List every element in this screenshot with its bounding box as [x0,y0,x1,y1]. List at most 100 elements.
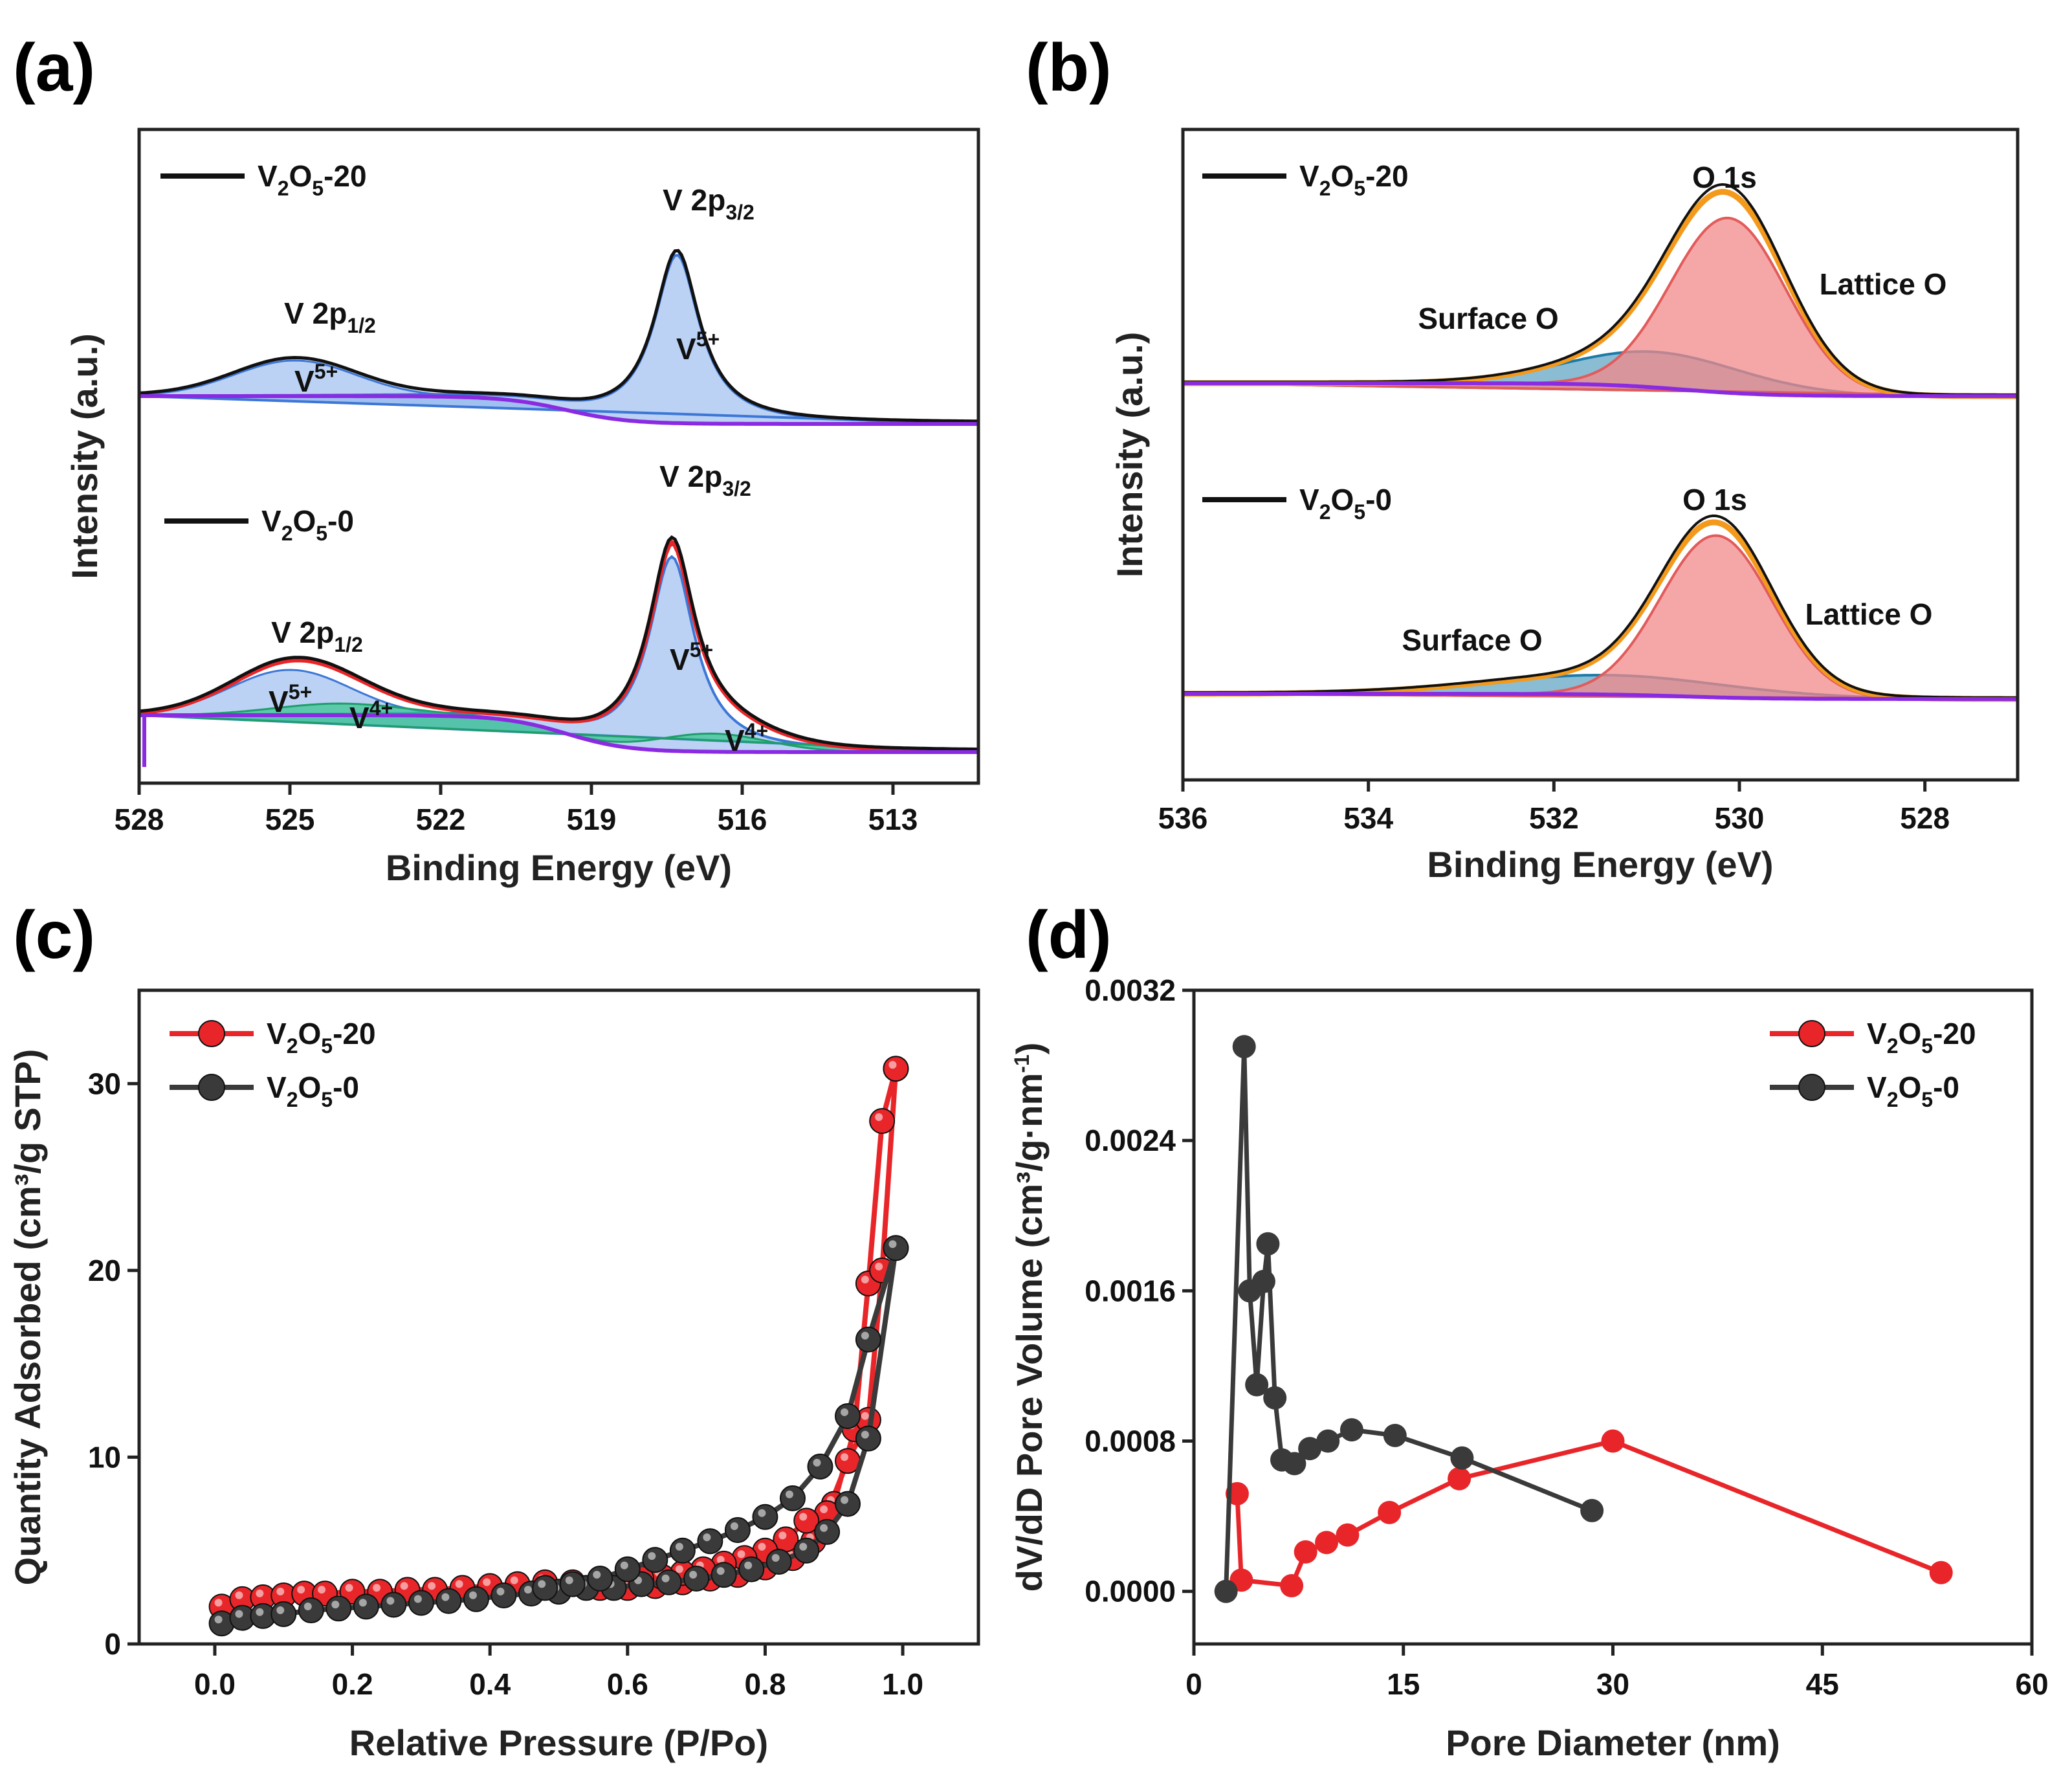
a-state-v4-bottom-left: V4+ [349,696,393,735]
c-v2o5-0-point-highlight [256,1608,264,1616]
c-v2o5-0-point-highlight [758,1509,766,1517]
c-v2o5-0-point-highlight [235,1610,243,1618]
d-v2o5-0-point [1214,1579,1238,1603]
a-label-v2p32-bottom: V 2p3/2 [659,460,751,500]
c-xtick-label: 0.2 [332,1667,373,1701]
c-v2o5-0-point [270,1601,297,1627]
d-v2o5-20-point [1929,1560,1953,1584]
b-xtick-label: 534 [1343,801,1393,835]
d-x-axis-title: Pore Diameter (nm) [1446,1722,1780,1763]
c-v2o5-0-point-highlight [799,1542,808,1551]
c-v2o5-0-point-highlight [524,1586,532,1594]
c-v2o5-0-point-highlight [730,1522,738,1530]
c-v2o5-0-point-highlight [648,1552,656,1560]
c-v2o5-0-point-highlight [813,1458,821,1467]
c-v2o5-0-point-highlight [303,1603,312,1611]
c-v2o5-20-point-highlight [256,1589,264,1597]
c-v2o5-0-point-highlight [661,1574,670,1582]
c-v2o5-0-point [380,1592,407,1618]
a-xtick-label: 513 [868,803,918,836]
c-v2o5-20-point-highlight [455,1580,463,1588]
a-state-v5-top-left: V5+ [294,360,338,398]
a-axes-frame [137,128,980,785]
d-v2o5-0-point [1232,1035,1256,1059]
c-v2o5-0-point [766,1549,792,1575]
a-v2o5-20-background-line [139,394,978,426]
c-legend-v2o5-20-text: V2O5-20 [267,1017,376,1058]
c-v2o5-0-point-highlight [358,1599,367,1607]
d-v2o5-0-point [1339,1418,1363,1442]
b-label-o1s-bottom: O 1s [1682,483,1747,516]
a-legend-v2o5-20-text: V2O5-20 [258,159,367,200]
d-v2o5-20-point [1294,1540,1317,1564]
b-v2o5-20-lattice-fill [1182,216,2019,397]
a-v2o5-0-raw-line [138,535,978,751]
c-v2o5-0-point-highlight [703,1533,711,1542]
d-v2o5-0-point [1251,1269,1275,1293]
c-v2o5-20-point-highlight [483,1578,491,1586]
d-v2o5-0-point [1245,1373,1269,1397]
c-v2o5-0-point-highlight [593,1571,601,1579]
c-v2o5-20-point-highlight [214,1599,223,1607]
c-v2o5-0-point [835,1491,861,1517]
c-v2o5-0-point-highlight [565,1576,573,1584]
c-v2o5-0-point [490,1582,517,1608]
a-state-v5-top-right: V5+ [676,327,720,366]
c-v2o5-20-point-highlight [875,1262,883,1271]
b-xtick-label: 530 [1715,801,1765,835]
c-v2o5-0-point-highlight [820,1524,828,1532]
panel-label-a: (a) [13,30,95,105]
c-v2o5-20-point-highlight [297,1586,305,1594]
a-state-v5-bottom-left: V5+ [269,680,312,718]
c-v2o5-0-point [408,1590,434,1616]
c-v2o5-20-point-highlight [861,1276,869,1284]
c-v2o5-20-point-highlight [861,1412,869,1420]
c-ytick-label: 30 [88,1067,121,1100]
c-v2o5-20-point-highlight [373,1584,381,1592]
c-v2o5-0-point [855,1425,881,1452]
b-v2o5-0-raw-line [1183,514,2018,699]
c-v2o5-0-point-highlight [716,1567,725,1575]
d-ytick-label: 0.0032 [1085,973,1176,1007]
d-v2o5-0-point [1263,1386,1287,1410]
c-v2o5-0-point-highlight [841,1496,849,1504]
c-v2o5-20-point-highlight [888,1061,897,1069]
d-v2o5-20-point [1336,1523,1360,1547]
c-y-axis-title: Quantity Adsorbed (cm³/g STP) [7,1049,48,1586]
panel-label-d: (d) [1026,898,1112,973]
c-v2o5-20-point-highlight [235,1591,243,1599]
c-v2o5-0-point-highlight [413,1595,422,1603]
c-v2o5-0-point [779,1485,806,1511]
c-v2o5-0-point-highlight [538,1580,546,1588]
c-v2o5-0-point [463,1586,489,1612]
c-v2o5-0-point [435,1588,462,1614]
panel-d-pore-distribution: 0 15 30 45 60 0.0000 0.0008 0.0016 0.0024 0.0032 P… [1009,973,2049,1763]
c-legend-v2o5-20-marker [198,1020,225,1047]
c-xtick-label: 0.8 [744,1667,786,1701]
c-v2o5-20-point-highlight [276,1587,285,1595]
b-y-axis-title: Intensity (a.u.) [1109,332,1150,578]
a-v2o5-20-v2p12-fill [138,359,979,425]
c-v2o5-0-point-highlight [468,1591,477,1599]
d-v2o5-0-point [1283,1452,1306,1476]
d-legend-v2o5-20-text: V2O5-20 [1867,1017,1976,1058]
d-legend-v2o5-0-text: V2O5-0 [1867,1071,1959,1111]
c-v2o5-20-point [883,1056,909,1082]
d-legend-v2o5-20-marker [1798,1020,1825,1047]
c-v2o5-0-point [298,1597,324,1624]
a-v2o5-0-v2p32-fill [138,555,980,754]
d-v2o5-0-point [1450,1446,1474,1470]
a-legend-v2o5-0-text: V2O5-0 [261,504,354,545]
d-v2o5-0-point [1298,1437,1322,1461]
d-v2o5-0-point [1580,1498,1604,1522]
b-v2o5-0-background-line [1183,692,2018,701]
c-v2o5-0-point [711,1562,737,1588]
c-v2o5-0-point [697,1528,723,1555]
a-x-axis-title: Binding Energy (eV) [386,847,732,888]
a-xtick-label: 525 [265,803,315,836]
c-v2o5-20-point-highlight [799,1513,808,1521]
c-v2o5-20-point-highlight [318,1586,326,1594]
c-v2o5-0-point-highlight [441,1593,450,1601]
b-v2o5-20-background-line [1183,381,2018,398]
